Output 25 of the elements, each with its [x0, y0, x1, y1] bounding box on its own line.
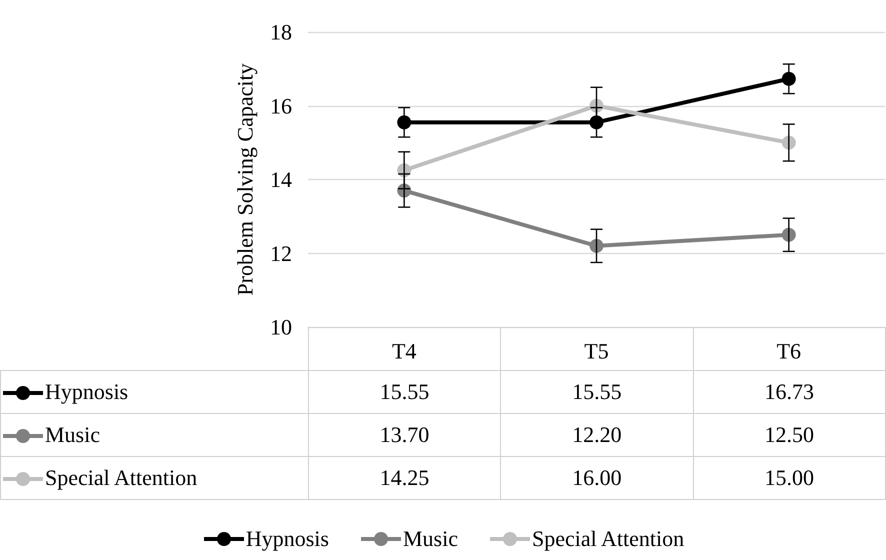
- text: Special Attention: [45, 464, 198, 490]
- data-label: 16.00: [500, 456, 694, 499]
- y-tick-label: 18: [270, 20, 292, 44]
- data-label: 12.50: [693, 413, 886, 456]
- legend-label: Hypnosis: [45, 378, 128, 404]
- data-label: 15.00: [693, 456, 886, 499]
- x-tick-label: T4: [392, 338, 416, 364]
- point: [590, 238, 604, 253]
- legend-label: Special Attention: [532, 526, 684, 552]
- text: Music: [45, 422, 100, 446]
- data-label: 15.55: [500, 370, 694, 413]
- data-label: 12.20: [500, 413, 694, 456]
- y-tick-label: 10: [270, 314, 292, 340]
- y-tick-label: 12: [270, 240, 292, 266]
- x-tick-label: T5: [584, 338, 609, 364]
- y-tick-label: 16: [270, 93, 292, 118]
- data-label: 14.25: [308, 456, 501, 499]
- data-label: 13.70: [308, 413, 501, 456]
- x-tick-label: T6: [776, 338, 802, 364]
- text: Hypnosis: [246, 526, 329, 551]
- legend-label: Music: [402, 526, 458, 552]
- y-axis-title: Problem Solving Capacity: [232, 63, 258, 296]
- data-label: 15.55: [308, 370, 501, 413]
- y-tick-label: 14: [270, 167, 292, 192]
- data-label: 16.73: [693, 370, 886, 413]
